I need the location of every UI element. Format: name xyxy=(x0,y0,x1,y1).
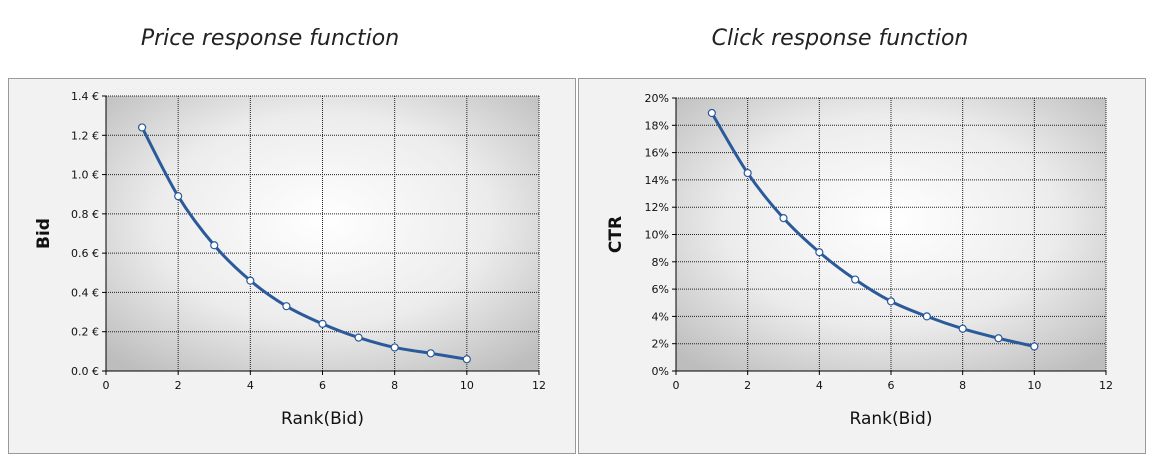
price-response-plot: 0 2 4 6 8 10 12 0.0 € 0.2 € 0.4 € 0.6 € 0.8 € 1.0 € 1… xyxy=(34,90,546,429)
click-response-chart: 0 2 4 6 8 10 12 0% 2% 4% 6% 8% 10% 12% 14% 16% 18% 20% Ran… xyxy=(578,78,1146,454)
data-point xyxy=(354,333,363,342)
y-tick-label: 6% xyxy=(652,283,669,296)
y-tick-label: 20% xyxy=(645,92,669,105)
x-tick-label: 10 xyxy=(460,379,474,392)
chart-title-price: Price response function xyxy=(140,26,400,51)
data-point xyxy=(174,192,183,201)
data-point xyxy=(779,214,788,223)
y-tick-label: 8% xyxy=(652,256,669,269)
y-axis-label: Bid xyxy=(34,218,54,249)
x-tick-label: 2 xyxy=(744,379,751,392)
y-tick-label: 0.4 € xyxy=(71,286,99,299)
x-tick-label: 6 xyxy=(888,379,895,392)
series-line xyxy=(710,112,1035,348)
y-tick-label: 1.0 € xyxy=(71,169,99,182)
x-tick-label: 12 xyxy=(1099,379,1113,392)
data-point xyxy=(462,355,471,364)
data-point xyxy=(886,297,896,306)
x-tick-label: 0 xyxy=(673,379,680,392)
chart-title-click: Click response function xyxy=(711,26,969,51)
plot-area xyxy=(106,96,539,371)
data-point xyxy=(707,108,716,118)
data-point xyxy=(210,241,219,250)
x-tick-label: 10 xyxy=(1027,379,1041,392)
x-axis-label: Rank(Bid) xyxy=(281,409,364,429)
data-point xyxy=(815,248,824,257)
y-tick-label: 0.6 € xyxy=(71,247,99,260)
data-point xyxy=(743,168,752,178)
x-tick-label: 0 xyxy=(103,379,110,392)
data-point xyxy=(994,334,1003,343)
price-response-chart: 0 2 4 6 8 10 12 0.0 € 0.2 € 0.4 € 0.6 € 0.8 € 1.0 € 1… xyxy=(8,78,576,454)
series-line xyxy=(140,126,468,361)
y-tick-label: 12% xyxy=(645,201,669,214)
y-tick-label: 0.0 € xyxy=(71,365,99,378)
x-tick-label: 8 xyxy=(959,379,966,392)
y-tick-label: 18% xyxy=(645,119,669,132)
x-tick-label: 4 xyxy=(816,379,823,392)
y-tick-label: 0.2 € xyxy=(71,326,99,339)
y-tick-label: 10% xyxy=(645,229,669,242)
y-tick-label: 4% xyxy=(652,310,669,323)
x-tick-label: 12 xyxy=(532,379,546,392)
y-tick-label: 0% xyxy=(652,365,669,378)
x-tick-label: 2 xyxy=(175,379,182,392)
data-point xyxy=(390,343,399,352)
x-tick-label: 8 xyxy=(391,379,398,392)
y-tick-label: 16% xyxy=(645,147,669,160)
y-tick-label: 1.4 € xyxy=(71,90,99,103)
data-point xyxy=(282,302,291,311)
data-point xyxy=(851,275,860,284)
y-tick-label: 2% xyxy=(652,338,669,351)
y-tick-label: 1.2 € xyxy=(71,129,99,142)
x-tick-label: 6 xyxy=(319,379,326,392)
y-tick-label: 14% xyxy=(645,174,669,187)
data-point xyxy=(137,123,147,132)
data-point xyxy=(426,349,435,358)
y-axis-label: CTR xyxy=(606,216,626,253)
data-point xyxy=(1030,342,1039,351)
data-point xyxy=(958,324,967,333)
y-tick-label: 0.8 € xyxy=(71,208,99,221)
data-point xyxy=(246,276,255,285)
x-axis-label: Rank(Bid) xyxy=(850,409,933,429)
data-point xyxy=(318,319,327,328)
click-response-plot: 0 2 4 6 8 10 12 0% 2% 4% 6% 8% 10% 12% 14% 16% 18% 20% Ran… xyxy=(606,92,1113,429)
data-point xyxy=(922,312,931,321)
x-tick-label: 4 xyxy=(247,379,254,392)
